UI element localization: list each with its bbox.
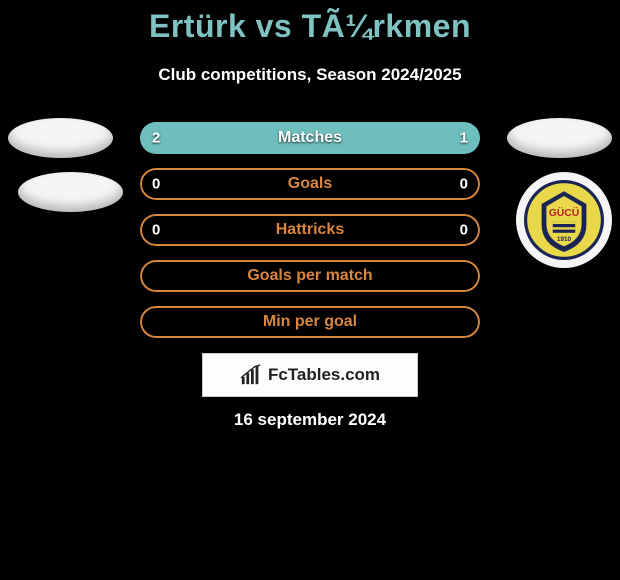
stat-value-left: 0 bbox=[152, 176, 160, 193]
player-left-logo-1 bbox=[8, 118, 113, 158]
brand-box[interactable]: FcTables.com bbox=[202, 353, 418, 397]
player-left-logo-2 bbox=[18, 172, 123, 212]
subtitle: Club competitions, Season 2024/2025 bbox=[0, 65, 620, 85]
stat-row: Goals per match bbox=[140, 260, 480, 292]
svg-text:GÜCÜ: GÜCÜ bbox=[549, 206, 580, 219]
stat-row: 2 1 Matches bbox=[140, 122, 480, 154]
stat-row: 0 0 Hattricks bbox=[140, 214, 480, 246]
stat-value-left: 0 bbox=[152, 222, 160, 239]
stat-row: 0 0 Goals bbox=[140, 168, 480, 200]
stat-label: Matches bbox=[278, 129, 342, 147]
club-logo-ankaragucu: GÜCÜ 1910 bbox=[516, 172, 612, 268]
shield-icon: GÜCÜ 1910 bbox=[524, 180, 604, 260]
stat-label: Goals bbox=[288, 175, 332, 193]
stat-label: Min per goal bbox=[263, 313, 357, 331]
page-title: Ertürk vs TÃ¼rkmen bbox=[0, 0, 620, 45]
stat-row: Min per goal bbox=[140, 306, 480, 338]
player-right-logo-1 bbox=[507, 118, 612, 158]
stats-rows: 2 1 Matches 0 0 Goals 0 0 Hattricks Goals per mat… bbox=[140, 122, 480, 338]
chart-icon bbox=[240, 364, 262, 386]
brand-text: FcTables.com bbox=[268, 365, 380, 385]
stat-value-right: 0 bbox=[460, 222, 468, 239]
stat-value-left: 2 bbox=[152, 130, 160, 147]
stat-label: Hattricks bbox=[276, 221, 344, 239]
stat-value-right: 0 bbox=[460, 176, 468, 193]
svg-text:1910: 1910 bbox=[557, 236, 572, 243]
stat-label: Goals per match bbox=[247, 267, 372, 285]
date-text: 16 september 2024 bbox=[0, 410, 620, 430]
stat-value-right: 1 bbox=[460, 130, 468, 147]
